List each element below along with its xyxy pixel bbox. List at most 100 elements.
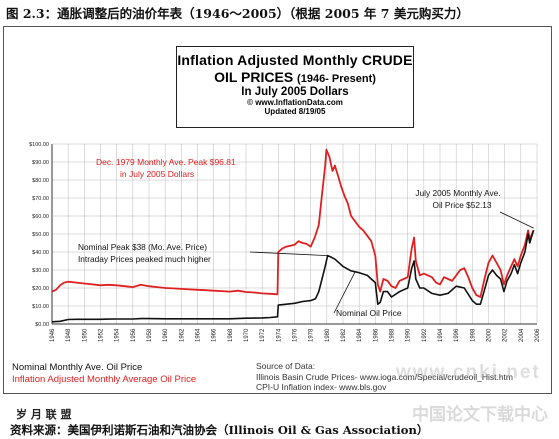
title-line-1: Inflation Adjusted Monthly CRUDE <box>177 52 413 68</box>
title-line-2: OIL PRICES (1946- Present) <box>177 69 413 85</box>
title-line-2-sub: (1946- Present) <box>297 73 376 85</box>
x-tick-label: 1982 <box>341 328 347 342</box>
x-tick-label-group: 1994 <box>438 328 444 342</box>
stamp-text: 岁 月 联 盟 <box>16 408 72 421</box>
y-tick-label: $70.00 <box>32 196 49 202</box>
source-line-2: Illinois Basin Crude Prices- www.ioga.co… <box>256 371 513 382</box>
x-tick-label: 2002 <box>503 328 509 342</box>
chart-title-box: Inflation Adjusted Monthly CRUDE OIL PRI… <box>176 46 414 128</box>
x-tick-label-group: 2004 <box>519 328 525 342</box>
x-tick-label: 1946 <box>50 328 56 342</box>
annotation-nominal-peak-line1: Nominal Peak $38 (Mo. Ave. Price) <box>78 242 207 252</box>
x-tick-label: 1998 <box>470 328 476 342</box>
legend-nominal: Nominal Monthly Ave. Oil Price <box>12 362 143 373</box>
x-tick-label: 1980 <box>325 328 331 342</box>
x-tick-label: 1988 <box>390 328 396 342</box>
source-line-1: Source of Data: <box>256 361 316 371</box>
title-copyright: © www.InflationData.com <box>247 98 343 107</box>
x-tick-label-group: 1974 <box>276 328 282 342</box>
x-tick-label: 1978 <box>309 328 315 342</box>
x-tick-label: 1958 <box>147 328 153 342</box>
y-tick-label: $60.00 <box>32 214 49 220</box>
y-tick-label: $30.00 <box>32 268 49 274</box>
watermark-url: www.cnki.net <box>396 362 541 383</box>
watermark-cn: 中国论文下载中心 <box>412 405 548 425</box>
x-tick-label-group: 1970 <box>244 328 250 342</box>
y-tick-label: $100.00 <box>29 142 49 148</box>
x-tick-label-group: 1958 <box>147 328 153 342</box>
x-tick-label: 1966 <box>212 328 218 342</box>
x-tick-label: 1976 <box>293 328 299 342</box>
x-tick-label: 1994 <box>438 328 444 342</box>
y-tick-label: $10.00 <box>32 304 49 310</box>
annotation-peak-1979-line1: Dec. 1979 Monthly Ave. Peak $96.81 <box>96 157 236 167</box>
x-tick-label: 1964 <box>196 328 202 342</box>
x-tick-label: 1984 <box>357 328 363 342</box>
axis-layer: $0.00 $10.00 $20.00 $30.00 $40.00 $50.00 $60.0… <box>29 142 541 342</box>
x-tick-label: 1992 <box>422 328 428 342</box>
annotation-nominal-oil-pointer <box>333 271 356 314</box>
annotation-layer: Dec. 1979 Monthly Ave. Peak $96.81 in Jul… <box>78 157 534 318</box>
x-tick-label-group: 1964 <box>196 328 202 342</box>
y-tick-label: $50.00 <box>32 232 49 238</box>
x-tick-label: 1962 <box>179 328 185 342</box>
y-tick-label: $0.00 <box>35 322 49 328</box>
x-tick-label-group: 1966 <box>212 328 218 342</box>
x-tick-label: 2004 <box>519 328 525 342</box>
x-tick-label-group: 1950 <box>82 328 88 342</box>
x-tick-label-group: 1954 <box>115 328 121 342</box>
x-tick-label-group: 1980 <box>325 328 331 342</box>
x-tick-label-group: 1956 <box>131 328 137 342</box>
x-tick-label: 1950 <box>82 328 88 342</box>
x-tick-label: 1948 <box>66 328 72 342</box>
annotation-july-2005-line1: July 2005 Monthly Ave. <box>415 188 500 198</box>
x-tick-label-group: 2006 <box>535 328 541 342</box>
x-tick-label-group: 2000 <box>487 328 493 342</box>
figure-caption: 图 2.3：通胀调整后的油价年表（1946～2005）（根据 2005 年 7 … <box>6 6 469 21</box>
x-tick-label: 1954 <box>115 328 121 342</box>
source-block: Source of Data: Illinois Basin Crude Pri… <box>256 361 513 393</box>
x-tick-label-group: 1998 <box>470 328 476 342</box>
x-tick-label: 1974 <box>276 328 282 342</box>
title-line-3: In July 2005 Dollars <box>241 86 349 98</box>
series-nominal-line <box>51 229 535 323</box>
x-tick-label-group: 1972 <box>260 328 266 342</box>
x-tick-label-group: 1988 <box>390 328 396 342</box>
x-tick-label-group: 1996 <box>454 328 460 342</box>
x-tick-label-group: 1960 <box>163 328 169 342</box>
x-tick-label: 1996 <box>454 328 460 342</box>
y-tick-label: $20.00 <box>32 286 49 292</box>
chart-frame <box>3 26 552 394</box>
x-tick-label: 1968 <box>228 328 234 342</box>
grid-layer <box>51 143 538 325</box>
series-inflation-adjusted-line <box>51 148 535 298</box>
annotation-peak-1979-line2: in July 2005 Dollars <box>120 169 194 179</box>
x-tick-label-group: 1962 <box>179 328 185 342</box>
annotation-nominal-oil-price: Nominal Oil Price <box>336 308 402 318</box>
x-tick-label-group: 1982 <box>341 328 347 342</box>
x-tick-label: 2006 <box>535 328 541 342</box>
source-note: 资料来源：美国伊利诺斯石油和汽油协会（Illinois Oil & Gas As… <box>10 423 429 437</box>
x-tick-label-group: 1968 <box>228 328 234 342</box>
x-tick-label: 1972 <box>260 328 266 342</box>
title-updated: Updated 8/19/05 <box>264 107 326 116</box>
x-tick-label: 1970 <box>244 328 250 342</box>
annotation-july-2005-pointer <box>499 211 534 229</box>
x-tick-label-group: 1986 <box>373 328 379 342</box>
x-tick-label-group: 1984 <box>357 328 363 342</box>
x-tick-label: 1956 <box>131 328 137 342</box>
source-line-3: CPI-U Inflation index- www.bls.gov <box>256 382 387 392</box>
x-tick-label: 1986 <box>373 328 379 342</box>
x-tick-label-group: 1992 <box>422 328 428 342</box>
annotation-july-2005-line2: Oil Price $52.13 <box>432 200 491 210</box>
annotation-nominal-peak-pointer <box>249 251 328 256</box>
x-tick-label-group: 1948 <box>66 328 72 342</box>
series-layer <box>51 148 535 323</box>
x-tick-label-group: 1976 <box>293 328 299 342</box>
y-tick-label: $90.00 <box>32 160 49 166</box>
y-tick-label: $40.00 <box>32 250 49 256</box>
annotation-nominal-peak-line2: Intraday Prices peaked much higher <box>78 254 211 264</box>
x-tick-label-group: 1952 <box>99 328 105 342</box>
x-tick-label-group: 1978 <box>309 328 315 342</box>
legend-inflation: Inflation Adjusted Monthly Average Oil P… <box>12 374 197 385</box>
